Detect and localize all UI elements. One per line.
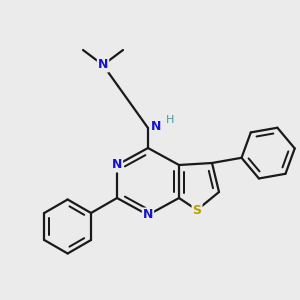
Text: N: N — [151, 121, 161, 134]
Text: S: S — [193, 203, 202, 217]
Text: H: H — [166, 115, 174, 125]
Text: N: N — [143, 208, 153, 221]
Text: N: N — [98, 58, 108, 71]
Text: N: N — [112, 158, 122, 172]
